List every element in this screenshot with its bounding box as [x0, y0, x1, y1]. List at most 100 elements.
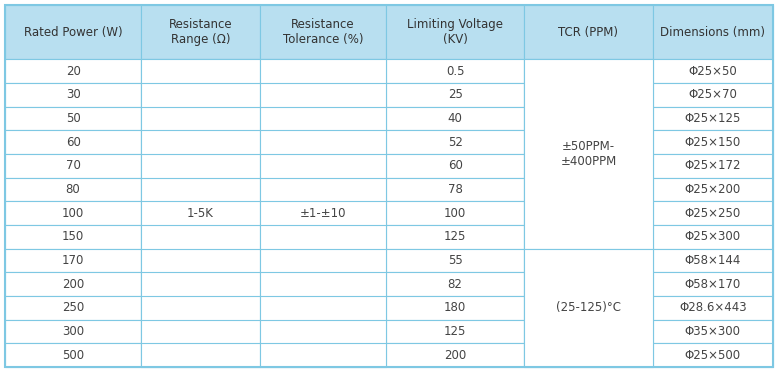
Text: Φ25×172: Φ25×172: [685, 159, 741, 172]
Text: ±1-±10: ±1-±10: [300, 206, 346, 219]
Bar: [142, 130, 260, 154]
Bar: [142, 5, 260, 59]
Text: 180: 180: [444, 301, 466, 314]
Bar: [5, 130, 142, 154]
Bar: [653, 177, 773, 201]
Text: Φ58×144: Φ58×144: [685, 254, 741, 267]
Text: Resistance
Range (Ω): Resistance Range (Ω): [169, 18, 233, 46]
Text: Φ25×125: Φ25×125: [685, 112, 741, 125]
Bar: [260, 320, 386, 343]
Text: 300: 300: [62, 325, 84, 338]
Bar: [5, 154, 142, 177]
Bar: [386, 5, 524, 59]
Text: Φ25×70: Φ25×70: [689, 88, 738, 101]
Text: 80: 80: [65, 183, 80, 196]
Bar: [386, 130, 524, 154]
Text: Φ25×250: Φ25×250: [685, 206, 741, 219]
Text: Rated Power (W): Rated Power (W): [24, 26, 122, 39]
Bar: [5, 248, 142, 272]
Text: 100: 100: [62, 206, 84, 219]
Text: Limiting Voltage
(KV): Limiting Voltage (KV): [407, 18, 503, 46]
Bar: [260, 83, 386, 107]
Text: Φ25×300: Φ25×300: [685, 230, 741, 243]
Text: 70: 70: [65, 159, 81, 172]
Bar: [260, 177, 386, 201]
Bar: [142, 154, 260, 177]
Bar: [5, 272, 142, 296]
Bar: [524, 5, 653, 59]
Bar: [524, 83, 653, 107]
Bar: [524, 59, 653, 248]
Text: 50: 50: [65, 112, 80, 125]
Bar: [524, 248, 653, 272]
Bar: [524, 296, 653, 320]
Bar: [386, 154, 524, 177]
Bar: [653, 5, 773, 59]
Bar: [142, 296, 260, 320]
Text: Φ25×500: Φ25×500: [685, 349, 741, 362]
Text: 78: 78: [447, 183, 463, 196]
Bar: [653, 130, 773, 154]
Bar: [5, 177, 142, 201]
Text: 170: 170: [62, 254, 84, 267]
Bar: [142, 107, 260, 130]
Bar: [142, 248, 260, 272]
Text: 125: 125: [444, 230, 466, 243]
Text: 1-5K: 1-5K: [187, 206, 214, 219]
Bar: [524, 107, 653, 130]
Text: Resistance
Tolerance (%): Resistance Tolerance (%): [282, 18, 363, 46]
Bar: [653, 320, 773, 343]
Bar: [142, 177, 260, 201]
Bar: [142, 59, 260, 83]
Text: 60: 60: [447, 159, 463, 172]
Text: TCR (PPM): TCR (PPM): [559, 26, 619, 39]
Bar: [142, 201, 260, 225]
Bar: [524, 130, 653, 154]
Text: Φ35×300: Φ35×300: [685, 325, 741, 338]
Text: Φ28.6×443: Φ28.6×443: [679, 301, 747, 314]
Text: Φ25×150: Φ25×150: [685, 136, 741, 148]
Bar: [386, 272, 524, 296]
Bar: [524, 59, 653, 83]
Bar: [386, 201, 524, 225]
Bar: [260, 343, 386, 367]
Bar: [5, 5, 142, 59]
Text: 100: 100: [444, 206, 466, 219]
Text: 200: 200: [62, 278, 84, 291]
Text: 82: 82: [447, 278, 463, 291]
Text: 25: 25: [447, 88, 463, 101]
Text: 55: 55: [448, 254, 462, 267]
Bar: [653, 201, 773, 225]
Bar: [260, 59, 386, 367]
Text: 200: 200: [444, 349, 466, 362]
Text: 500: 500: [62, 349, 84, 362]
Bar: [142, 83, 260, 107]
Bar: [5, 225, 142, 248]
Text: 125: 125: [444, 325, 466, 338]
Bar: [386, 320, 524, 343]
Bar: [260, 225, 386, 248]
Bar: [260, 154, 386, 177]
Text: 60: 60: [65, 136, 81, 148]
Text: (25-125)°C: (25-125)°C: [556, 301, 621, 314]
Text: 150: 150: [62, 230, 84, 243]
Bar: [524, 225, 653, 248]
Bar: [5, 296, 142, 320]
Bar: [5, 320, 142, 343]
Bar: [142, 343, 260, 367]
Bar: [260, 296, 386, 320]
Bar: [260, 107, 386, 130]
Bar: [5, 83, 142, 107]
Bar: [386, 248, 524, 272]
Bar: [260, 5, 386, 59]
Bar: [5, 343, 142, 367]
Bar: [653, 225, 773, 248]
Text: 0.5: 0.5: [446, 65, 464, 78]
Bar: [386, 343, 524, 367]
Bar: [386, 59, 524, 83]
Text: Φ25×200: Φ25×200: [685, 183, 741, 196]
Bar: [653, 343, 773, 367]
Bar: [524, 248, 653, 367]
Bar: [653, 296, 773, 320]
Bar: [653, 59, 773, 83]
